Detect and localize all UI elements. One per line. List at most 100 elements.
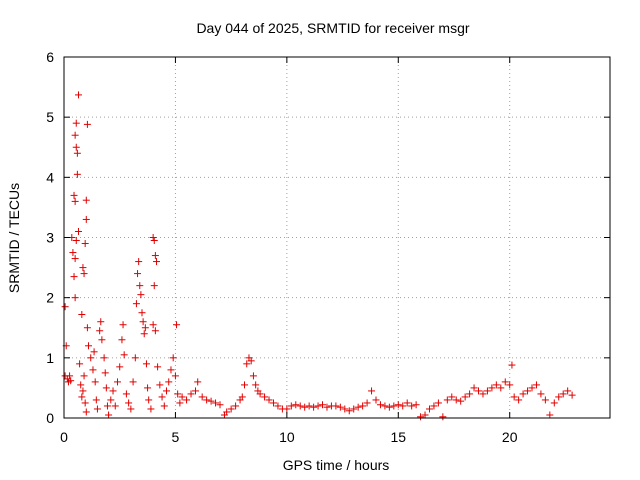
data-point: [408, 402, 416, 410]
data-point: [144, 384, 152, 392]
data-point: [269, 399, 277, 407]
data-point: [191, 387, 199, 395]
data-point: [506, 381, 514, 389]
data-point: [72, 119, 80, 127]
grid-lines: [64, 57, 610, 418]
data-point: [132, 300, 140, 308]
data-point: [135, 258, 143, 266]
data-point: [483, 387, 491, 395]
data-point: [461, 393, 469, 401]
data-point: [488, 384, 496, 392]
data-point: [158, 393, 166, 401]
data-point: [74, 227, 82, 235]
data-point: [91, 378, 99, 386]
data-point: [528, 384, 536, 392]
data-point: [385, 403, 393, 411]
data-point: [417, 413, 425, 421]
data-point: [198, 393, 206, 401]
data-point: [96, 327, 104, 335]
data-point: [249, 372, 257, 380]
data-point: [555, 393, 563, 401]
data-point: [149, 234, 157, 241]
data-point: [510, 393, 518, 401]
data-point: [69, 249, 77, 257]
data-point: [74, 91, 82, 99]
data-point: [376, 401, 384, 409]
data-point: [100, 354, 108, 362]
data-point: [241, 381, 249, 389]
data-point: [171, 372, 179, 380]
data-point: [107, 396, 115, 404]
data-point: [301, 403, 309, 411]
data-point: [129, 378, 137, 386]
data-point: [125, 399, 133, 407]
data-point: [97, 318, 105, 326]
data-point: [319, 401, 327, 409]
data-point: [564, 387, 572, 395]
data-point: [119, 321, 127, 329]
x-tick-label: 10: [279, 429, 295, 445]
data-point: [372, 396, 380, 404]
data-point: [421, 411, 429, 419]
data-point: [82, 215, 90, 223]
data-point: [71, 197, 79, 205]
data-point: [314, 402, 322, 410]
data-point: [287, 402, 295, 410]
y-tick-label: 3: [46, 230, 54, 246]
data-point: [394, 401, 402, 409]
data-point: [519, 390, 527, 398]
data-point: [79, 264, 87, 272]
data-point: [152, 258, 160, 266]
data-point: [70, 273, 78, 281]
data-point: [501, 378, 509, 386]
data-point: [150, 282, 158, 290]
data-point: [163, 387, 171, 395]
data-point: [80, 270, 88, 278]
data-point: [82, 408, 90, 416]
data-point: [81, 240, 89, 248]
data-point: [479, 390, 487, 398]
data-point: [122, 390, 130, 398]
data-point: [434, 399, 442, 407]
data-point: [89, 366, 97, 374]
data-point: [452, 396, 460, 404]
y-tick-label: 1: [46, 350, 54, 366]
data-point: [156, 381, 164, 389]
data-point: [109, 387, 117, 395]
data-point: [247, 357, 255, 365]
data-point: [296, 402, 304, 410]
data-point: [207, 397, 215, 405]
data-point: [71, 131, 79, 139]
data-point: [149, 321, 157, 329]
data-point: [252, 381, 260, 389]
data-point: [79, 387, 87, 395]
data-point: [72, 237, 80, 245]
data-point: [174, 390, 182, 398]
data-point: [261, 393, 269, 401]
data-point: [78, 311, 86, 319]
data-point: [550, 399, 558, 407]
data-point: [223, 408, 231, 416]
data-point: [515, 396, 523, 404]
data-point: [183, 396, 191, 404]
data-point: [137, 291, 145, 299]
data-point: [425, 405, 433, 413]
y-tick-label: 2: [46, 290, 54, 306]
data-point: [403, 399, 411, 407]
data-point: [66, 372, 74, 380]
data-point: [150, 237, 158, 245]
data-point: [399, 402, 407, 410]
data-point: [390, 402, 398, 410]
data-point: [93, 405, 101, 413]
data-point: [497, 384, 505, 392]
data-point: [546, 411, 554, 419]
y-tick-label: 0: [46, 410, 54, 426]
data-point: [61, 303, 69, 311]
data-point: [283, 405, 291, 413]
data-point: [73, 170, 81, 178]
y-tick-label: 6: [46, 49, 54, 65]
data-point: [363, 399, 371, 407]
data-point: [227, 405, 235, 413]
data-point: [113, 378, 121, 386]
